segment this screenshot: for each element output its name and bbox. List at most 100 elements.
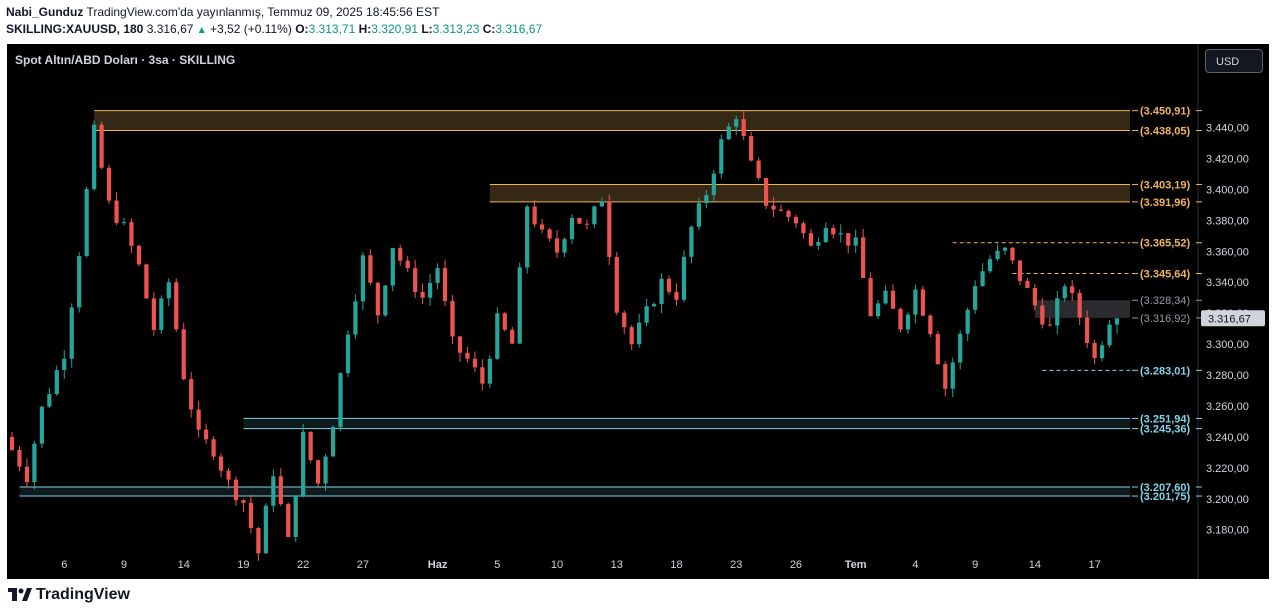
candle-body (159, 298, 164, 330)
level-label: (3.251,94) (1140, 413, 1190, 425)
candle-body (233, 479, 239, 501)
candle-body (614, 257, 619, 313)
candle-body (338, 373, 343, 428)
candle-body (54, 369, 59, 395)
candle-body (472, 358, 478, 368)
level-label: (3.450,91) (1140, 106, 1190, 118)
candle-body (293, 495, 298, 537)
candle-body (1010, 247, 1015, 261)
candle-body (920, 289, 925, 316)
x-tick-label: 9 (121, 559, 127, 571)
candle-body (353, 301, 358, 335)
candle-body (77, 256, 82, 308)
candle-body (1077, 292, 1082, 318)
level-label: (3.438,05) (1140, 126, 1190, 138)
candle-body (1107, 324, 1112, 346)
publish-info: Nabi_Gunduz TradingView.com'da yayınlanm… (6, 5, 439, 19)
candle-body (510, 329, 515, 344)
resistance-zone-upper (94, 110, 1130, 131)
open-value: 3.313,71 (308, 22, 356, 36)
candle-body (189, 379, 194, 410)
candle-body (890, 290, 896, 309)
candle-body (9, 436, 15, 450)
candle-body (47, 394, 52, 407)
candle-body (196, 409, 201, 430)
x-tick-label: Haz (428, 559, 448, 571)
candle-body (204, 429, 209, 440)
candle-body (457, 336, 463, 353)
candle-body (1002, 247, 1008, 251)
candle-body (898, 308, 903, 330)
y-tick-label: 3.340,00 (1206, 277, 1249, 289)
current-price-label: 3.316,67 (1208, 313, 1251, 325)
candle-body (345, 334, 351, 374)
candle-body (823, 228, 828, 242)
candle-body (935, 334, 940, 364)
tradingview-logo[interactable]: TradingView (8, 586, 130, 604)
tradingview-logo-icon (8, 588, 32, 601)
x-tick-label: 18 (670, 559, 682, 571)
candle-body (323, 456, 328, 484)
chart-canvas[interactable]: Spot Altın/ABD Doları · 3sa · SKILLING 3.… (7, 44, 1269, 579)
candle-body (1099, 345, 1105, 359)
x-tick-label: 27 (357, 559, 369, 571)
candle-body (987, 259, 993, 272)
x-tick-label: 23 (730, 559, 742, 571)
candle-body (241, 500, 246, 503)
support-zone-lower (19, 487, 1131, 497)
level-label: (3.283,01) (1140, 365, 1190, 377)
candle-body (793, 217, 799, 224)
grey-range-box (1034, 300, 1130, 318)
candle-body (965, 309, 970, 334)
last-price: 3.316,67 (146, 22, 194, 36)
candle-body (532, 206, 537, 225)
candle-body (517, 267, 522, 344)
candle-body (659, 278, 664, 305)
x-tick-label: 6 (61, 559, 67, 571)
close-value: 3.316,67 (495, 22, 543, 36)
candle-body (1114, 318, 1120, 325)
candle-body (487, 358, 492, 384)
price-chart[interactable]: Spot Altın/ABD Doları · 3sa · SKILLING 3.… (7, 44, 1269, 579)
candle-body (1055, 298, 1060, 326)
candle-body (711, 173, 716, 196)
currency-button[interactable]: USD (1205, 49, 1263, 73)
candle-body (69, 307, 74, 359)
candle-body (771, 205, 776, 210)
candle-body (121, 222, 127, 224)
author-name: Nabi_Gunduz (6, 5, 84, 19)
candle-body (84, 189, 89, 257)
candle-body (995, 250, 1000, 260)
level-label: (3.403,19) (1140, 179, 1190, 191)
candle-body (868, 278, 873, 317)
candle-body (383, 285, 388, 316)
candle-body (450, 300, 455, 337)
x-tick-label: 26 (790, 559, 802, 571)
candle-body (330, 427, 336, 457)
candle-body (181, 329, 186, 380)
high-label: H: (358, 22, 372, 36)
candle-body (398, 248, 403, 261)
high-value: 3.320,91 (371, 22, 418, 36)
candle-body (166, 282, 171, 299)
level-label: (3.201,75) (1140, 491, 1190, 503)
close-label: C: (482, 22, 496, 36)
candle-body (973, 285, 978, 310)
candle-body (569, 218, 575, 240)
candle-body (316, 460, 321, 484)
candle-body (1070, 286, 1075, 293)
candle-body (114, 200, 119, 223)
x-tick-label: Tem (845, 559, 867, 571)
candle-body (838, 233, 843, 235)
candle-body (808, 233, 813, 246)
x-tick-label: 9 (972, 559, 978, 571)
low-value: 3.313,23 (432, 22, 480, 36)
candle-body (301, 431, 306, 496)
candle-body (913, 289, 918, 315)
candle-body (99, 124, 104, 168)
candle-body (562, 239, 567, 253)
y-tick-label: 3.440,00 (1206, 123, 1249, 135)
candle-body (1032, 288, 1037, 306)
y-tick-label: 3.220,00 (1206, 463, 1249, 475)
candle-body (674, 291, 679, 300)
